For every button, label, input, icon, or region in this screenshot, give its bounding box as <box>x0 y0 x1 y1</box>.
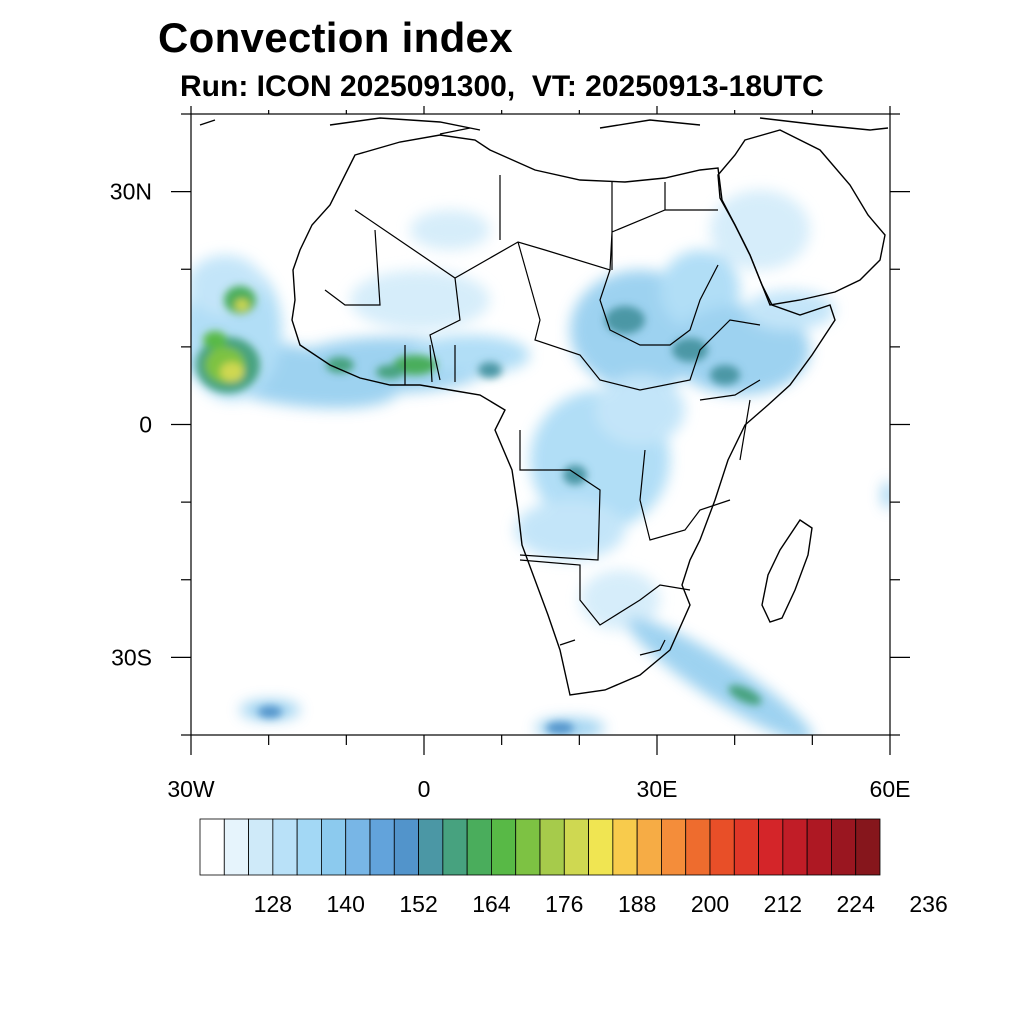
africa-coastline <box>291 134 836 696</box>
colorbar-swatch <box>758 818 784 876</box>
colorbar-swatch <box>782 818 808 876</box>
colorbar-swatch <box>539 818 565 876</box>
colorbar-label: 188 <box>618 891 656 917</box>
colorbar-swatch <box>588 818 614 876</box>
colorbar-swatch <box>418 818 444 876</box>
colorbar-label: 152 <box>399 891 437 917</box>
x-axis: 30W 0 30E 60E <box>167 106 910 802</box>
convection-field <box>191 190 890 735</box>
colorbar-swatch <box>248 818 274 876</box>
coastlines <box>199 117 889 696</box>
colorbar-label: 212 <box>764 891 802 917</box>
colorbar-swatch <box>855 818 881 876</box>
europe-coastline <box>329 117 889 131</box>
colorbar-label: 236 <box>909 891 947 917</box>
y-axis: 30N 0 30S <box>110 113 910 736</box>
colorbar-swatch <box>709 818 735 876</box>
colorbar-swatch <box>321 818 347 876</box>
colorbar-label: 176 <box>545 891 583 917</box>
y-tick-label: 30S <box>111 644 152 670</box>
colorbar-swatch <box>685 818 711 876</box>
colorbar-swatch <box>831 818 857 876</box>
colorbar-swatch <box>345 818 371 876</box>
plot-title: Convection index <box>158 14 513 61</box>
colorbar-swatch <box>491 818 517 876</box>
colorbar-swatch <box>515 818 541 876</box>
colorbar-swatch <box>369 818 395 876</box>
plot-subtitle: Run: ICON 2025091300, VT: 20250913-18UTC <box>180 70 824 103</box>
colorbar-swatch <box>199 818 225 876</box>
colorbar-swatch <box>296 818 322 876</box>
colorbar-swatch <box>612 818 638 876</box>
colorbar-label: 128 <box>254 891 292 917</box>
colorbar-swatch <box>442 818 468 876</box>
country-borders <box>324 175 761 656</box>
field-southeast-band <box>627 617 813 735</box>
madagascar-coastline <box>761 519 813 623</box>
colorbar-swatch <box>272 818 298 876</box>
colorbar-label: 140 <box>327 891 365 917</box>
colorbar-swatch <box>393 818 419 876</box>
x-tick-label: 30W <box>167 776 215 802</box>
colorbar-swatch <box>466 818 492 876</box>
y-tick-label: 30N <box>110 179 152 205</box>
colorbar-swatch <box>563 818 589 876</box>
x-tick-label: 60E <box>870 776 911 802</box>
colorbar-swatch <box>733 818 759 876</box>
colorbar-swatch <box>636 818 662 876</box>
colorbar-swatch <box>806 818 832 876</box>
x-tick-label: 0 <box>418 776 431 802</box>
colorbar-swatch <box>223 818 249 876</box>
colorbar-swatch <box>661 818 687 876</box>
x-tick-label: 30E <box>637 776 678 802</box>
colorbar-label: 200 <box>691 891 729 917</box>
colorbar: 128 140 152 164 176 188 200 212 224 236 <box>199 818 948 917</box>
colorbar-label: 164 <box>472 891 511 917</box>
colorbar-label: 224 <box>837 891 876 917</box>
y-tick-label: 0 <box>139 412 152 438</box>
arabia-coastline <box>717 129 886 306</box>
